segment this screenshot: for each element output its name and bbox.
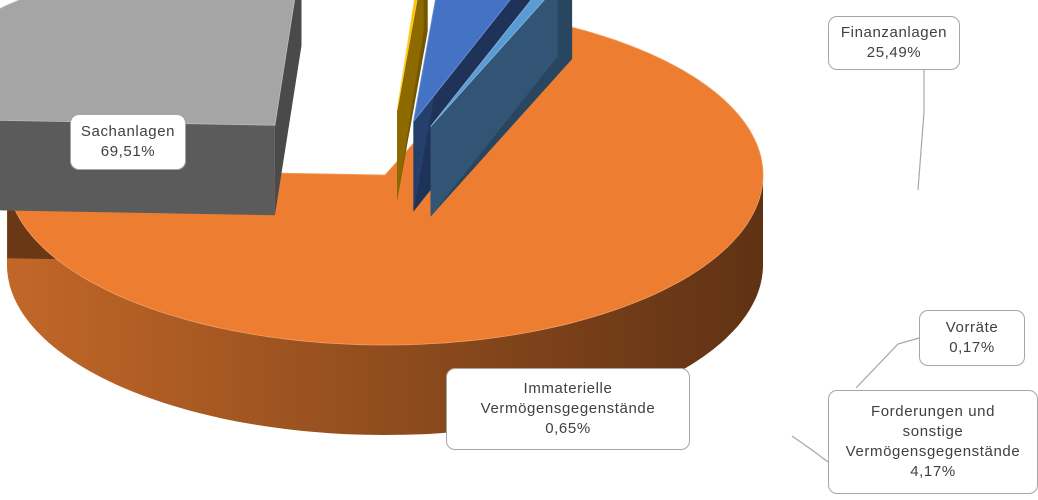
slice-vorraete bbox=[396, 0, 428, 201]
data-label-sachanlagen: Sachanlagen 69,51% bbox=[70, 114, 186, 170]
data-label-sachanlagen-name: Sachanlagen bbox=[80, 123, 176, 140]
slice-side-vorraete-start bbox=[397, 0, 424, 201]
data-label-vorraete-name: Vorräte bbox=[945, 319, 999, 336]
data-label-finanzanlagen-value: 25,49% bbox=[866, 44, 922, 61]
slice-finanzanlagen bbox=[0, 0, 302, 216]
slice-immaterielle bbox=[430, 0, 573, 217]
data-label-forderungen-name-1: Forderungen und bbox=[870, 403, 996, 420]
data-label-immaterielle-value: 0,65% bbox=[545, 420, 591, 437]
data-label-vorraete: Vorräte 0,17% bbox=[919, 310, 1025, 366]
slice-top-sachanlagen bbox=[6, 16, 764, 346]
slice-top-forderungen bbox=[413, 0, 511, 122]
data-label-immaterielle-name-1: Immaterielle bbox=[523, 380, 613, 397]
data-label-immaterielle: Immaterielle Vermögensgegenstände 0,65% bbox=[446, 368, 690, 450]
data-label-forderungen: Forderungen und sonstige Vermögensgegens… bbox=[828, 390, 1038, 494]
data-label-vorraete-value: 0,17% bbox=[949, 339, 995, 356]
leader-line-forderungen bbox=[791, 435, 829, 463]
leader-line-vorraete bbox=[855, 337, 920, 389]
data-label-forderungen-value: 4,17% bbox=[910, 463, 956, 480]
slice-top-finanzanlagen bbox=[0, 0, 295, 126]
slice-side-immaterielle-start bbox=[430, 0, 558, 217]
data-label-finanzanlagen-name: Finanzanlagen bbox=[840, 24, 948, 41]
slice-side-finanzanlagen-end bbox=[274, 0, 302, 216]
data-label-forderungen-name-3: Vermögensgegenstände bbox=[845, 443, 1021, 460]
data-label-finanzanlagen: Finanzanlagen 25,49% bbox=[828, 16, 960, 70]
leader-line-finanzanlagen bbox=[917, 70, 925, 191]
data-label-sachanlagen-value: 69,51% bbox=[100, 143, 156, 160]
data-label-forderungen-name-2: sonstige bbox=[902, 423, 964, 440]
data-label-immaterielle-name-2: Vermögensgegenstände bbox=[480, 400, 656, 417]
